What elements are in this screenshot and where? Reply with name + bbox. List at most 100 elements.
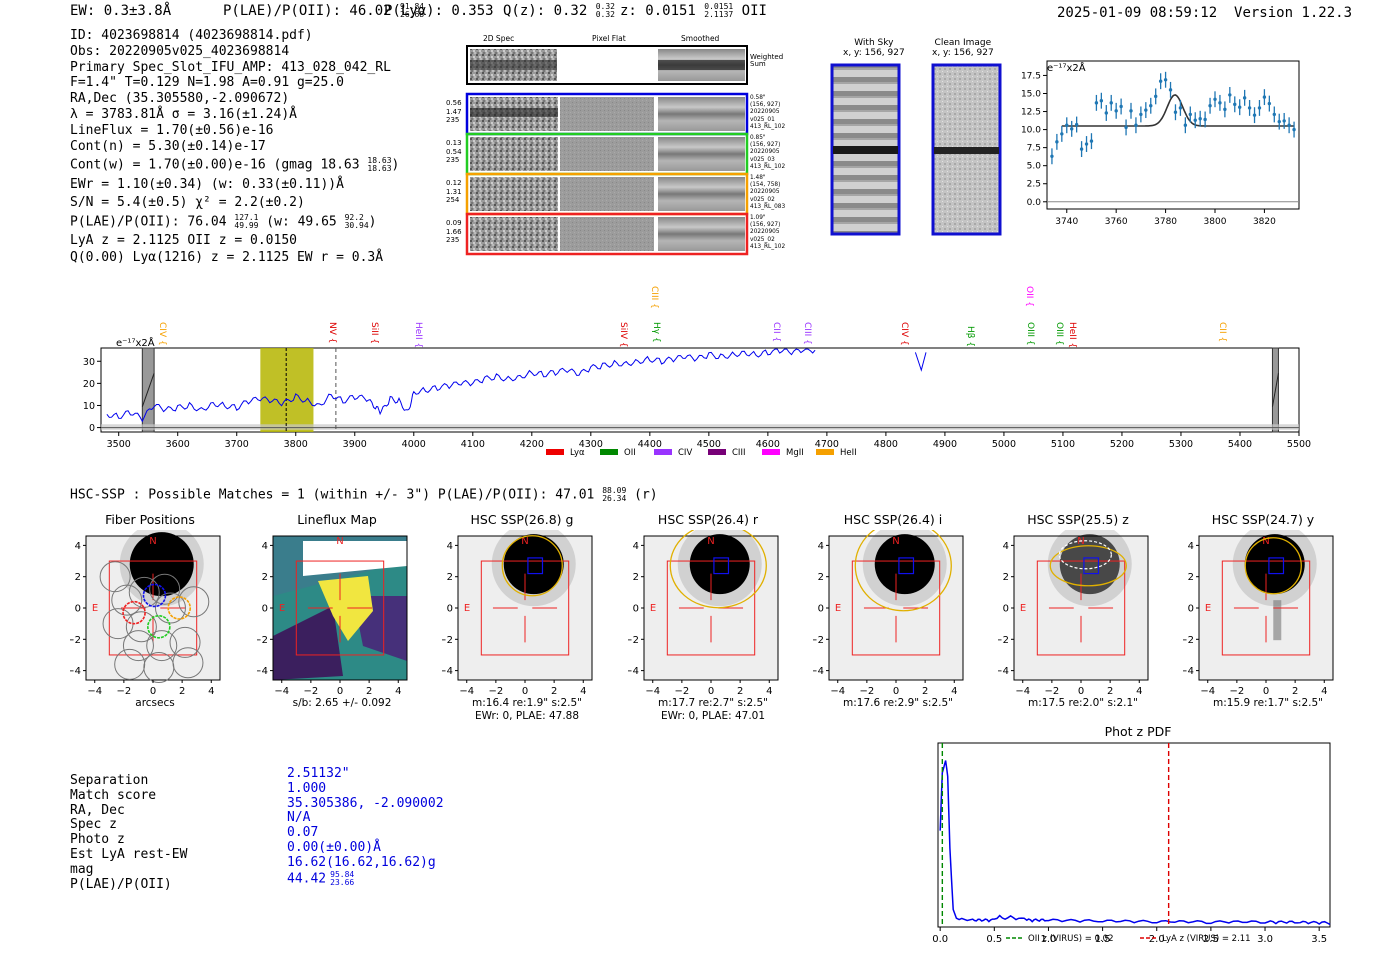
cutout-xtick-label: 4	[395, 686, 401, 697]
photz-xtick-label: 0.0	[932, 934, 948, 945]
galaxy-blob	[503, 534, 564, 595]
zoom-data-point	[1292, 127, 1296, 132]
hsc-panel: Lineflux Map N E −4 −4 −2 −2 0 0 2 2 4 4 s/b: 2.65 +/…	[257, 512, 427, 727]
spectral-line-label: OIII {	[1054, 322, 1064, 346]
fiber-row-meta: 20220905	[750, 189, 780, 196]
spectrum-xtick-label: 5200	[1110, 439, 1134, 450]
cutout-xtick-label: −2	[488, 686, 503, 697]
photz-xtick-label: 1.5	[1095, 934, 1111, 945]
zoom-ytick-label: 12.5	[1021, 108, 1041, 118]
spectrum-flux-line	[106, 348, 816, 423]
matched-fiber-circle	[122, 600, 146, 625]
info-contn: Cont(n) = 5.30(±0.14)e-17	[70, 138, 266, 154]
zoom-data-point	[1178, 106, 1183, 110]
hsc-summary: HSC-SSP : Possible Matches = 1 (within +…	[70, 486, 658, 503]
galaxy-blob	[129, 532, 194, 597]
hsc-panel: HSC SSP(26.4) r N E −4 −4 −2 −2 0 0 2 2 4 4 m:17.7 re…	[628, 512, 798, 727]
matched-fiber-circle	[167, 596, 192, 620]
fiber-row-left-label: 0.56 1.47 235	[446, 99, 462, 125]
galaxy-blob	[874, 534, 935, 595]
weighted-sum-frame	[466, 45, 748, 85]
fiber-row-meta: 0.85"	[750, 135, 766, 141]
zoom-data-point	[1129, 109, 1133, 113]
info-sn: S/N = 5.4(±0.5) χ² = 2.2(±0.2)	[70, 195, 305, 211]
fiber-row-left-label: 0.13 0.54 235	[446, 139, 462, 165]
spectrum-unit-label: e⁻¹⁷x2Å	[116, 336, 155, 349]
spectral-line-label: Hγ {	[651, 322, 661, 343]
spectrum-legend-swatch	[600, 449, 618, 455]
info-lya-z: LyA z = 2.1125 OII z = 0.0150	[70, 232, 297, 248]
cutout-xtick-label: −4	[645, 686, 660, 697]
fiber-circle	[114, 648, 146, 680]
clean-trace	[934, 147, 999, 154]
cutout-xtick-label: 0	[1078, 686, 1084, 697]
zoom-data-point	[1084, 142, 1089, 146]
hsc-panel-title: HSC SSP(26.8) g	[470, 512, 574, 527]
fiber-row-meta: (154, 758)	[750, 182, 781, 189]
match-value: 1.000	[287, 780, 327, 796]
hsc-panel-title: Fiber Positions	[105, 512, 195, 527]
hsc-panel-caption: m:16.4 re:1.9" s:2.5"	[472, 697, 582, 709]
fiber-row-meta: 20220905	[750, 149, 780, 156]
north-label: N	[707, 536, 714, 547]
zoom-ytick-label: 0.0	[1027, 198, 1042, 208]
fiber-row-meta: v025_03	[750, 156, 775, 163]
lineflux-peak	[318, 576, 373, 641]
cutout-ytick-label: −2	[998, 635, 1009, 646]
spectral-line-label: NV {	[327, 322, 337, 343]
source-ellipse	[501, 535, 563, 597]
fiber-circle	[111, 584, 143, 616]
fiber-row-stat: 235	[446, 156, 460, 164]
fiber-row-stat: 1.47	[446, 107, 462, 116]
info-lambda: λ = 3783.81Å σ = 3.16(±1.24)Å	[70, 106, 297, 122]
cutout-xtick-label: 0	[150, 686, 156, 697]
source-ellipse	[1244, 537, 1302, 595]
east-label: E	[464, 603, 470, 614]
match-label: Est LyA rest-EW	[70, 846, 188, 862]
hsc-panel: HSC SSP(26.8) g N E −4 −4 −2 −2 0 0 2 2 4 4 m:16.4 re…	[442, 512, 612, 727]
cutout-xtick-label: −4	[87, 686, 102, 697]
spectrum-noise-floor	[101, 424, 1299, 430]
galaxy-halo	[862, 530, 947, 607]
cutout-xtick-label: 4	[580, 686, 586, 697]
spectrum-line-window	[260, 348, 314, 432]
spectrum-xtick-label: 3600	[166, 439, 190, 450]
fiber-row-stat: 0.12	[446, 179, 462, 187]
info-primary: Primary Spec_Slot_IFU_AMP: 413_028_042_R…	[70, 59, 391, 75]
spectrum-legend-swatch	[546, 449, 564, 455]
cutout-xtick-label: −4	[274, 686, 289, 697]
zoom-data-point	[1193, 118, 1197, 122]
hsc-panel-title: HSC SSP(24.7) y	[1211, 512, 1315, 527]
col-2d-spec-label: 2D Spec	[483, 34, 515, 43]
zoom-data-point	[1154, 94, 1158, 99]
fiber-row-meta: (156, 927)	[750, 142, 781, 149]
info-id: ID: 4023698814 (4023698814.pdf)	[70, 28, 313, 43]
spectrum-legend-label: OII	[624, 448, 636, 458]
spectrum-frame	[100, 347, 1300, 433]
spectrum-xtick-label: 4100	[461, 439, 485, 450]
search-box	[666, 560, 756, 656]
cutout-xtick-label: 4	[1321, 686, 1327, 697]
fiber-circle	[149, 573, 181, 605]
cutout-ytick-label: 0	[447, 604, 453, 615]
spectrum-legend-label: MgII	[786, 448, 804, 458]
cutout-xtick-label: −2	[116, 686, 131, 697]
fiber-row-frame	[465, 212, 749, 256]
galaxy-blob	[1244, 534, 1305, 595]
fiber-row-right-label: 1.09" (156, 927) 20220905 v025_02 413_RL_102	[750, 215, 785, 251]
cutout-ytick-label: 4	[818, 541, 824, 552]
cutout-xtick-label: −2	[674, 686, 689, 697]
zoom-data-point	[1079, 147, 1084, 151]
galaxy-halo	[491, 530, 576, 607]
spectra-cutout-grid	[465, 45, 749, 256]
with-sky-title: With Sky x, y: 156, 927	[843, 38, 905, 58]
spectrum-mask-hatch	[141, 373, 155, 407]
fiber-row-meta: 20220905	[750, 109, 780, 116]
hsc-panel: HSC SSP(26.4) i N E −4 −4 −2 −2 0 0 2 2 4 4 m:17.6 re…	[813, 512, 983, 727]
clean-image-title: Clean Image x, y: 156, 927	[932, 38, 994, 58]
spectrum-xtick-label: 5300	[1169, 439, 1193, 450]
